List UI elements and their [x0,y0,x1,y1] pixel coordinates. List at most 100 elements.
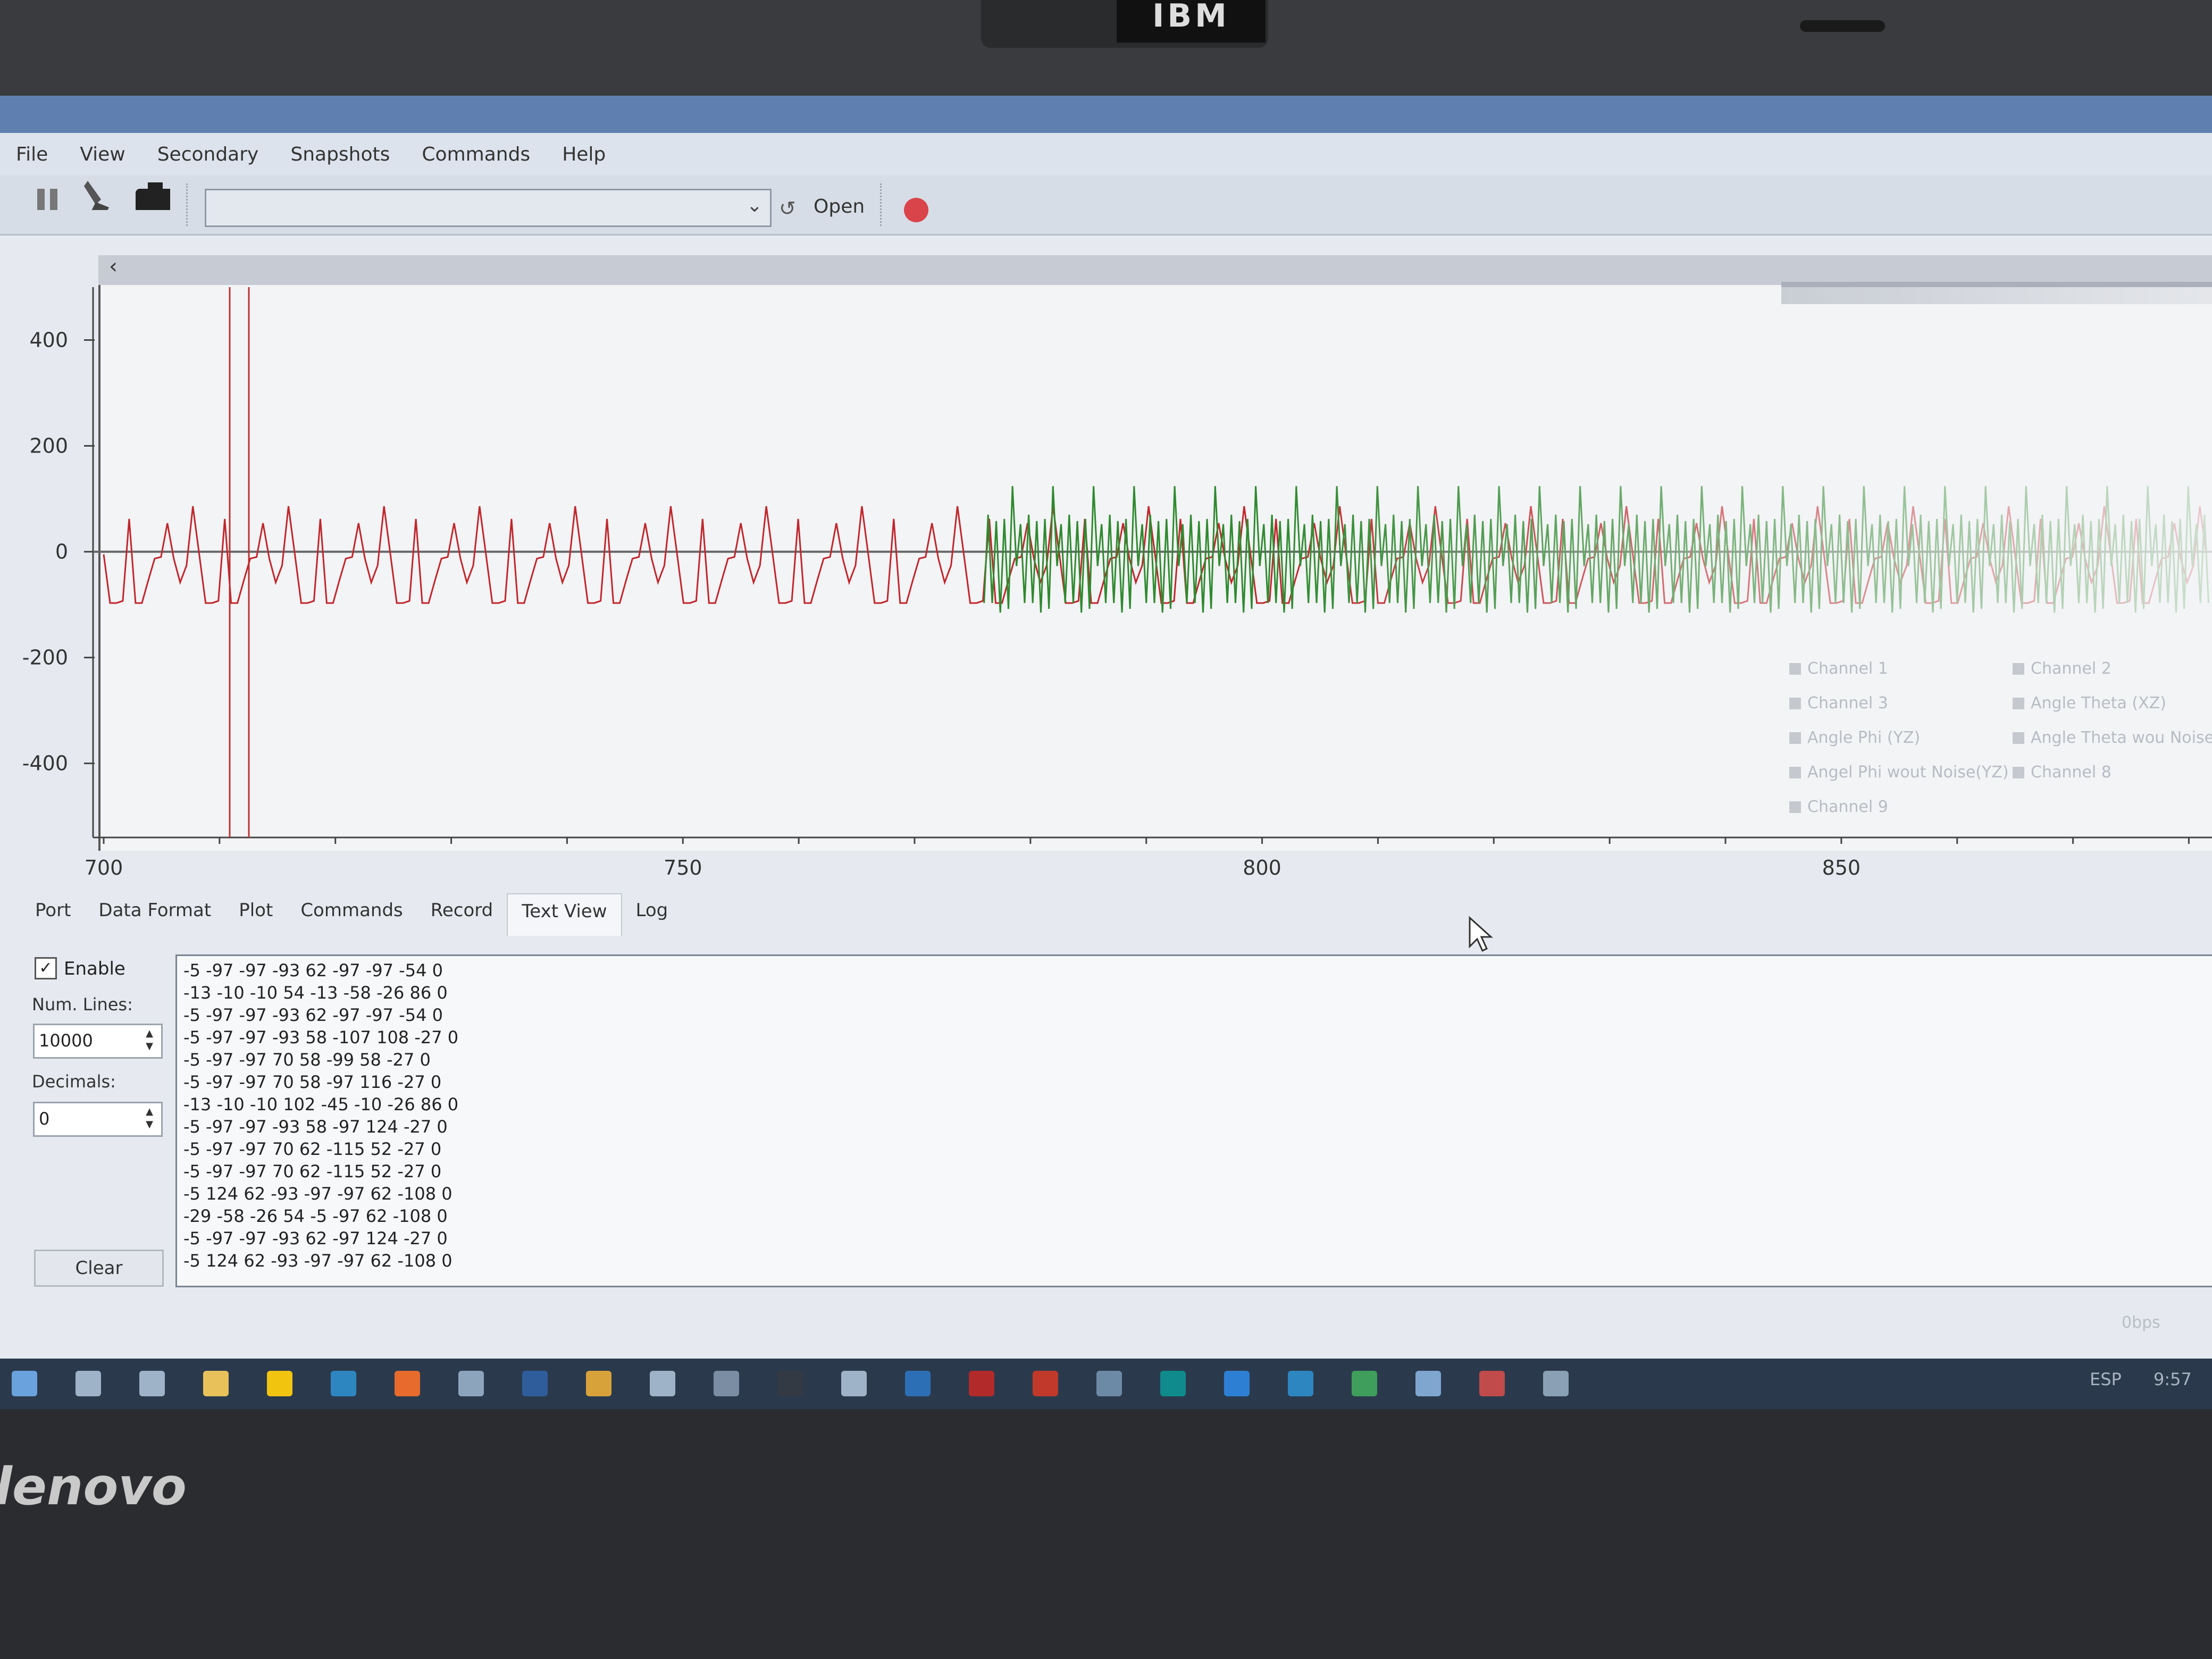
tab-log[interactable]: Log [635,900,668,921]
legend-label: Channel 1 [1807,659,1888,678]
pause-icon[interactable] [32,183,69,215]
text-line: -29 -58 -26 54 -5 -97 62 -108 0 [183,1206,448,1226]
num-lines-value: 10000 [39,1030,93,1051]
arduino-icon[interactable] [1160,1371,1186,1396]
spin-arrows-icon[interactable]: ▲ ▼ [146,1106,153,1130]
text-view-output[interactable]: -5 -97 -97 -93 62 -97 -97 -54 0 -13 -10 -… [175,954,2212,1287]
decimals-label: Decimals: [32,1071,116,1092]
enable-checkbox[interactable]: ✓ [35,957,57,979]
legend-item[interactable]: Angle Phi (YZ) [1789,728,1920,747]
tab-port[interactable]: Port [35,900,71,921]
text-view-settings: ✓ Enable Num. Lines: 10000 ▲ ▼ Decimals: … [21,946,170,1382]
legend-swatch [1789,732,1801,744]
record-button[interactable] [904,198,928,222]
text-line: -5 -97 -97 70 58 -97 116 -27 0 [183,1072,442,1092]
tab-data-format[interactable]: Data Format [98,900,212,921]
plot-header-bar [98,255,2212,285]
legend-item[interactable]: Channel 8 [2013,763,2112,782]
window-titlebar [0,96,2212,133]
brand-logo: lenovo [0,1457,187,1516]
x-tick-label: 800 [1243,856,1281,879]
port-select[interactable]: ⌄ [205,189,772,227]
notepad-icon[interactable] [650,1371,675,1396]
text-line: -13 -10 -10 102 -45 -10 -26 86 0 [183,1094,459,1115]
chrome-icon[interactable] [1479,1371,1505,1396]
legend-item[interactable]: Channel 1 [1789,659,1888,678]
refresh-icon[interactable]: ↺ [779,197,796,220]
num-lines-label: Num. Lines: [32,994,133,1015]
legend-swatch [2013,663,2024,675]
file-explorer-icon[interactable] [203,1371,229,1396]
cmd-icon[interactable] [777,1371,803,1396]
firefox-icon[interactable] [395,1371,420,1396]
tab-record[interactable]: Record [430,900,493,921]
text-line: -5 124 62 -93 -97 -97 62 -108 0 [183,1184,453,1204]
legend-label: Channel 2 [2031,659,2112,678]
legend-item[interactable]: Angle Theta (XZ) [2013,694,2166,713]
text-line: -5 -97 -97 -93 62 -97 124 -27 0 [183,1228,448,1249]
legend-swatch [2013,697,2024,709]
chart: 400 200 0 -200 -400 700 750 800 850 [22,287,2212,879]
tab-text-view[interactable]: Text View [507,893,622,936]
open-button[interactable]: Open [814,196,865,217]
y-axis: 400 200 0 -200 -400 [22,287,95,837]
legend-item[interactable]: Channel 9 [1789,798,1888,816]
taskbar-clock[interactable]: 9:57 [2154,1369,2192,1389]
vscode-icon[interactable] [1224,1371,1250,1396]
v2-app-icon[interactable] [1096,1371,1122,1396]
tab-bar: Port Data Format Plot Commands Record Te… [21,893,682,936]
menu-help[interactable]: Help [562,143,606,165]
filezilla-icon[interactable] [969,1371,994,1396]
text-line: -5 -97 -97 -93 62 -97 -97 -54 0 [183,1005,443,1025]
clear-brush-icon[interactable] [80,178,117,210]
chevron-left-icon[interactable]: ‹ [109,254,118,279]
y-tick-label: 200 [29,434,68,458]
clear-button[interactable]: Clear [34,1250,164,1287]
menu-secondary[interactable]: Secondary [157,143,259,165]
legend-label: Angel Phi wout Noise(YZ) [1807,763,2009,782]
toolbar-separator [186,183,191,226]
mouse-cursor-icon [1469,916,1493,952]
task-view-icon[interactable] [139,1371,165,1396]
serial-plot-icon[interactable] [458,1371,484,1396]
search-icon[interactable] [76,1371,101,1396]
decimals-spinbox[interactable]: 0 ▲ ▼ [33,1102,163,1137]
menu-commands[interactable]: Commands [422,143,531,165]
legend-swatch [1789,801,1801,813]
menu-file[interactable]: File [16,143,48,165]
app-icon[interactable] [1543,1371,1569,1396]
legend-label: Channel 9 [1807,798,1888,816]
remote-desktop-icon[interactable] [331,1371,356,1396]
menu-view[interactable]: View [80,143,125,165]
edge-icon[interactable] [1288,1371,1313,1396]
spin-arrows-icon[interactable]: ▲ ▼ [146,1028,153,1052]
powershell-icon[interactable] [522,1371,548,1396]
y-tick-label: 400 [29,329,68,352]
text-line: -5 -97 -97 -93 58 -107 108 -27 0 [183,1027,459,1048]
legend-item[interactable]: Angle Theta wou Noise( [2013,728,2212,747]
app-icon[interactable] [1415,1371,1441,1396]
input-language[interactable]: ESP [2090,1369,2122,1389]
status-bps: 0bps [2122,1313,2160,1332]
menu-snapshots[interactable]: Snapshots [290,143,390,165]
y-tick-label: -200 [22,646,68,669]
tab-plot[interactable]: Plot [239,900,273,921]
windows-start-icon[interactable] [12,1371,37,1396]
snapshot-camera-icon[interactable] [133,178,170,210]
v2-app-icon[interactable] [905,1371,931,1396]
text-line: -5 -97 -97 -93 58 -97 124 -27 0 [183,1117,448,1137]
legend-item[interactable]: Angel Phi wout Noise(YZ) [1789,763,2009,782]
text-line: -5 -97 -97 70 58 -99 58 -27 0 [183,1050,431,1070]
chrome-icon[interactable] [586,1371,611,1396]
num-lines-spinbox[interactable]: 10000 ▲ ▼ [33,1024,163,1059]
legend-item[interactable]: Channel 2 [2013,659,2112,678]
screen-glare [1276,287,2212,835]
flask-icon[interactable] [1033,1371,1058,1396]
legend-item[interactable]: Channel 3 [1789,694,1888,713]
x-axis: 700 750 800 850 [85,836,2212,879]
sticky-notes-icon[interactable] [267,1371,292,1396]
sync-icon[interactable] [841,1371,867,1396]
app-icon[interactable] [714,1371,739,1396]
tab-commands[interactable]: Commands [300,900,403,921]
app-icon[interactable] [1352,1371,1377,1396]
